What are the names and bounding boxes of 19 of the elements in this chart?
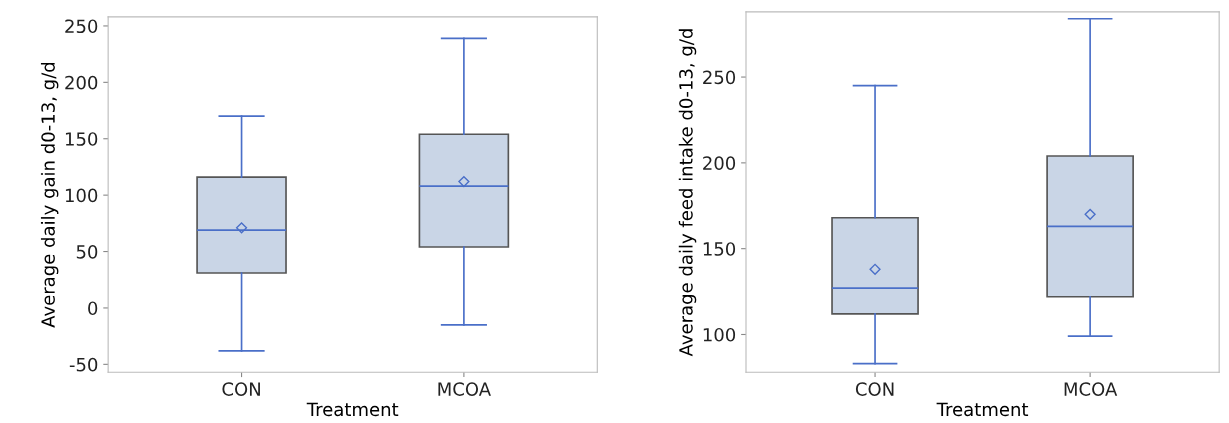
y-tick-label: 100 bbox=[703, 327, 736, 342]
y-axis-title: Average daily gain d0-13, g/d bbox=[40, 62, 59, 328]
x-tick-label: MCOA bbox=[1064, 382, 1118, 396]
y-tick-label: 200 bbox=[65, 75, 98, 90]
x-axis-title: Treatment bbox=[936, 402, 1029, 417]
y-tick-label: 0 bbox=[88, 301, 98, 316]
y-tick-label: 250 bbox=[65, 19, 98, 34]
x-axis-title: Treatment bbox=[306, 402, 399, 417]
y-axis-title: Average daily feed intake d0-13, g/d bbox=[678, 29, 697, 357]
y-tick-label: 50 bbox=[76, 245, 98, 259]
y-tick-label: 150 bbox=[65, 132, 98, 146]
x-tick-label: MCOA bbox=[438, 382, 491, 396]
y-tick-label: -50 bbox=[69, 357, 98, 372]
y-tick-label: 200 bbox=[703, 156, 736, 170]
x-tick-label: CON bbox=[855, 382, 894, 396]
y-tick-label: 150 bbox=[703, 242, 736, 256]
y-tick-label: 100 bbox=[65, 188, 98, 203]
x-tick-label: CON bbox=[222, 382, 260, 396]
y-tick-label: 250 bbox=[703, 70, 736, 85]
